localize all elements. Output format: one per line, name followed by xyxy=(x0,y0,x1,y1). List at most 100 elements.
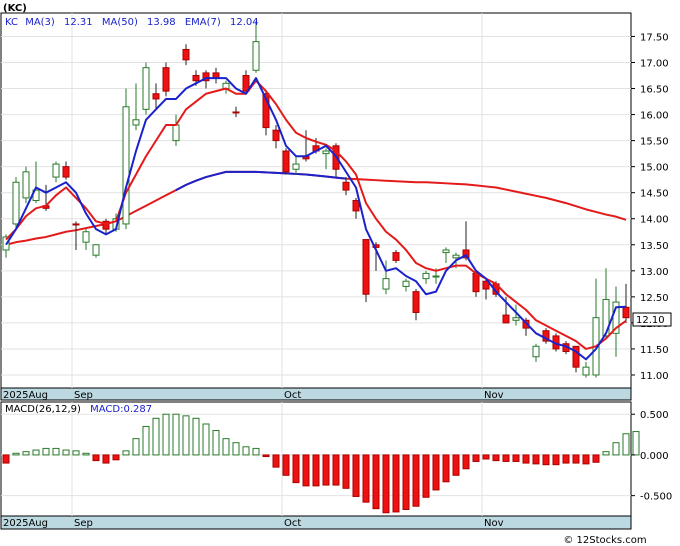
price-tick-label: 15.00 xyxy=(640,163,669,174)
price-tick-label: 11.00 xyxy=(640,371,669,382)
month-label: Sep xyxy=(74,518,93,529)
candle-body xyxy=(202,72,210,82)
legend-ma50-label: MA(50) xyxy=(102,17,138,28)
macd-bar xyxy=(482,454,490,460)
candle-body xyxy=(422,272,430,280)
macd-bar xyxy=(262,454,270,458)
price-tick-label: 11.50 xyxy=(640,345,669,356)
last-price-tag xyxy=(632,312,672,327)
macd-bar xyxy=(602,451,610,456)
macd-bar xyxy=(342,454,350,489)
candle-body xyxy=(182,48,190,61)
price-tick-label: 12.50 xyxy=(640,293,669,304)
candle-body xyxy=(192,75,200,82)
macd-bar xyxy=(452,454,460,476)
legend-ema7-value: 12.04 xyxy=(230,17,259,28)
candle-body xyxy=(62,166,70,178)
ma3-line xyxy=(5,77,627,361)
macd-bar xyxy=(552,454,560,466)
macd-bar xyxy=(162,413,170,456)
price-tick-label: 17.00 xyxy=(640,58,669,69)
macd-bar xyxy=(232,442,240,456)
macd-bar xyxy=(392,454,400,513)
candle-body xyxy=(102,220,110,230)
candle-body xyxy=(342,181,350,191)
candle-body xyxy=(442,249,450,254)
watermark: © 12Stocks.com xyxy=(563,535,646,546)
macd-bar xyxy=(22,451,30,456)
macd-bar xyxy=(492,454,500,462)
macd-tick-label: 0.000 xyxy=(640,451,669,462)
macd-bar xyxy=(312,454,320,487)
candle-body xyxy=(12,181,20,225)
macd-bar xyxy=(172,413,180,456)
candle-body xyxy=(72,223,80,226)
legend-ma3-value: 12.31 xyxy=(64,17,93,28)
macd-bar xyxy=(582,454,590,465)
macd-bar xyxy=(202,423,210,456)
candle-body xyxy=(242,75,250,92)
month-label: Nov xyxy=(484,518,504,529)
macd-bar xyxy=(122,450,130,456)
candle-body xyxy=(622,306,630,319)
macd-bar xyxy=(12,452,20,456)
macd-bar xyxy=(592,454,600,463)
price-tick-label: 16.50 xyxy=(640,85,669,96)
ma50-highlight-segment xyxy=(175,170,347,191)
macd-bar xyxy=(612,442,620,456)
macd-bar xyxy=(402,454,410,510)
candle-body xyxy=(452,254,460,259)
month-label: Sep xyxy=(74,390,93,401)
month-label: Oct xyxy=(284,518,301,529)
macd-bar xyxy=(332,454,340,486)
candle-body xyxy=(322,150,330,155)
candle-body xyxy=(162,67,170,92)
candle-body xyxy=(282,150,290,173)
date-labels: 2025Aug 2025Aug Sep Sep Oct Oct Nov Nov xyxy=(3,390,504,529)
macd-bar xyxy=(302,454,310,487)
price-tick-label: 15.50 xyxy=(640,137,669,148)
candle-body xyxy=(122,106,130,225)
macd-tick-label: -0.500 xyxy=(640,492,672,503)
candle-body xyxy=(172,124,180,142)
macd-bar xyxy=(132,438,140,456)
candle-body xyxy=(252,41,260,71)
macd-bar xyxy=(112,454,120,461)
candle-body xyxy=(482,280,490,290)
macd-bar xyxy=(182,415,190,456)
macd-bar xyxy=(242,446,250,456)
candle-body xyxy=(272,129,280,142)
candle-body xyxy=(22,171,30,199)
ticker-title: (KC) xyxy=(3,3,27,14)
indicator-line-layer xyxy=(5,77,627,361)
macd-bar xyxy=(82,452,90,456)
candle-body xyxy=(262,93,270,129)
macd-bar xyxy=(502,454,510,462)
candle-body xyxy=(382,278,390,290)
macd-bar xyxy=(622,433,630,456)
candle-body xyxy=(352,200,360,212)
macd-bar xyxy=(472,454,480,462)
macd-bar xyxy=(322,454,330,486)
price-axis-labels: 17.50 17.00 16.50 16.00 15.50 15.00 14.50 14.00… xyxy=(631,32,672,503)
macd-bar xyxy=(212,430,220,456)
candle-body xyxy=(532,345,540,358)
macd-bar xyxy=(522,454,530,464)
price-tick-label: 13.00 xyxy=(640,267,669,278)
macd-bar xyxy=(252,447,260,456)
candle-body xyxy=(152,93,160,100)
legend-ema7-label: EMA(7) xyxy=(185,17,221,28)
candle-body xyxy=(572,345,580,368)
candle-body xyxy=(142,67,150,110)
candle-body xyxy=(602,298,610,337)
macd-bar xyxy=(92,454,100,462)
candle-body xyxy=(412,291,420,313)
candle-body xyxy=(362,239,370,295)
price-tick-label: 14.50 xyxy=(640,189,669,200)
macd-bar xyxy=(62,449,70,456)
macd-bar xyxy=(532,454,540,465)
macd-bar xyxy=(412,454,420,507)
macd-bar xyxy=(192,417,200,456)
macd-value: MACD:0.287 xyxy=(90,404,152,415)
